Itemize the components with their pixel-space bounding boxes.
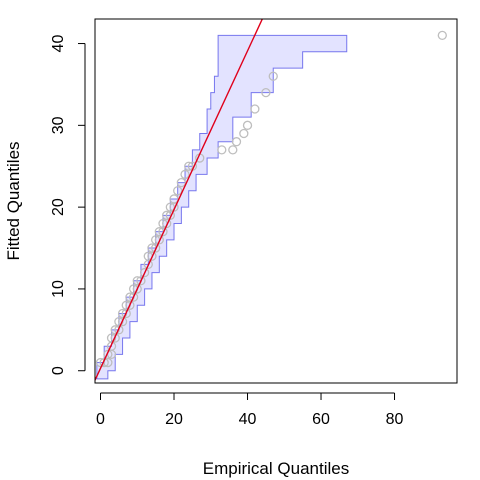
data-point [242,120,253,130]
data-point [261,87,271,98]
confidence-band [96,34,348,380]
data-point [437,30,447,41]
data-point [103,349,113,360]
data-point [250,104,260,114]
data-point [173,186,183,196]
data-point [180,169,190,180]
y-axis: 0 10 20 30 40 [50,35,86,375]
reference-line [95,19,264,381]
data-point [136,276,146,286]
x-tick-label: 40 [239,411,257,428]
y-tick-label: 30 [50,116,67,134]
data-point [165,202,175,212]
data-point [114,317,124,327]
y-axis-title: Fitted Quantiles [4,141,23,260]
data-point [217,145,227,155]
x-tick-label: 80 [386,411,404,428]
plot-frame [94,18,458,384]
data-point [239,128,249,139]
data-point [231,137,242,147]
x-tick-label: 20 [165,411,183,428]
data-point [184,161,194,171]
x-axis: 0 20 40 60 80 [96,392,404,428]
y-tick-label: 20 [50,198,67,216]
data-point [110,325,120,335]
data-point [228,145,238,155]
data-point [139,267,150,278]
data-point [169,194,179,204]
x-tick-label: 0 [96,411,105,428]
data-point [176,177,187,188]
data-point [106,333,117,343]
data-point [99,357,109,368]
data-point [268,71,278,81]
y-tick-label: 10 [50,280,67,298]
y-tick-label: 0 [50,366,67,375]
x-axis-title: Empirical Quantiles [203,459,349,478]
x-tick-label: 60 [312,411,330,428]
plot-area [95,19,447,381]
y-tick-label: 40 [50,35,67,53]
